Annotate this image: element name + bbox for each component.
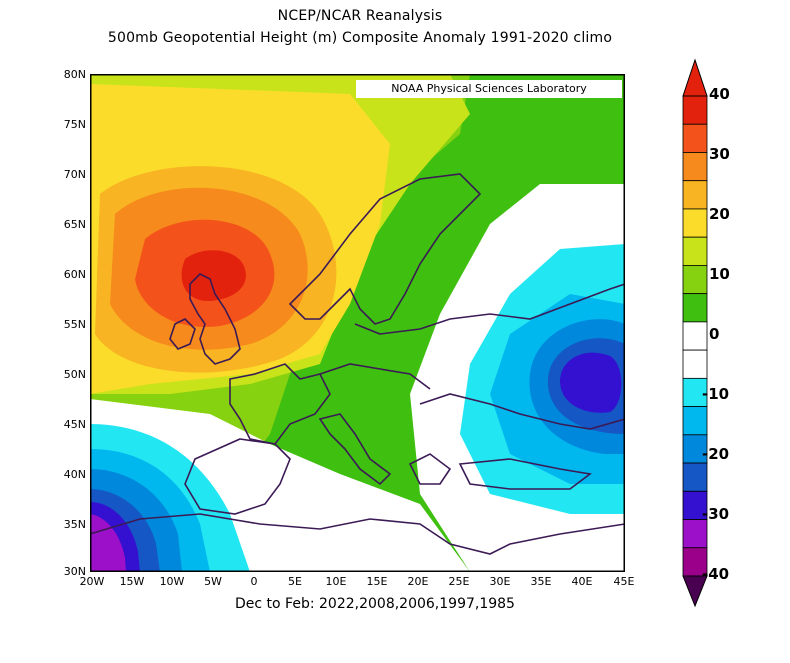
- coastlines: [90, 173, 625, 555]
- contour-neg25-east: [560, 352, 622, 413]
- colorbar-cell: [682, 321, 708, 351]
- colorbar-cell: [682, 519, 708, 549]
- colorbar-cell: [682, 434, 708, 464]
- colorbar-cell: [682, 490, 708, 520]
- central-europe-borders: [319, 363, 431, 390]
- colorbar-cell: [682, 208, 708, 238]
- colorbar-label: 10: [709, 265, 730, 283]
- lon-tick-label: 15E: [366, 575, 388, 588]
- greece-outline: [408, 453, 452, 485]
- lon-tick-label: 25E: [448, 575, 470, 588]
- lon-tick-label: 30E: [489, 575, 511, 588]
- contour-neg30-southwest: [90, 514, 126, 572]
- north-africa-coast: [90, 513, 625, 555]
- lon-tick-label: 45E: [613, 575, 635, 588]
- colorbar-bottom-arrow: [682, 575, 708, 608]
- colorbar-cell: [682, 547, 708, 577]
- lat-tick-label: 55N: [63, 318, 86, 331]
- france-outline: [229, 363, 331, 445]
- credit-label: NOAA Physical Sciences Laboratory: [356, 80, 622, 98]
- colorbar-cell: [682, 95, 708, 125]
- lat-tick-label: 40N: [63, 468, 86, 481]
- chart-title-line2: 500mb Geopotential Height (m) Composite …: [107, 30, 613, 46]
- scandinavia-outline: [288, 173, 482, 325]
- lat-tick-label: 35N: [63, 518, 86, 531]
- colorbar-cells: [682, 95, 708, 577]
- colorbar-cell: [682, 152, 708, 182]
- colorbar-cell: [682, 377, 708, 407]
- lat-tick-label: 70N: [63, 168, 86, 181]
- colorbar-label: 0: [709, 325, 720, 343]
- lat-tick-label: 50N: [63, 368, 86, 381]
- colorbar: [682, 58, 708, 608]
- lon-tick-label: 10E: [325, 575, 347, 588]
- lat-tick-label: 30N: [63, 565, 86, 578]
- lon-tick-label: 15W: [119, 575, 145, 588]
- colorbar-cell: [682, 349, 708, 379]
- lat-tick-label: 60N: [63, 268, 86, 281]
- colorbar-cell: [682, 462, 708, 492]
- turkey-outline: [458, 458, 592, 490]
- lat-tick-label: 75N: [63, 118, 86, 131]
- lon-tick-label: 0: [250, 575, 258, 588]
- great-britain-outline: [189, 273, 241, 365]
- contour-40-plus: [181, 250, 246, 302]
- anomaly-map-svg: [90, 74, 625, 572]
- chart-title-line1: NCEP/NCAR Reanalysis: [277, 8, 443, 24]
- colorbar-cell: [682, 265, 708, 295]
- italy-outline: [318, 413, 392, 486]
- lon-tick-label: 20W: [79, 575, 105, 588]
- colorbar-label: -40: [702, 565, 730, 583]
- black-sea-region-outline: [419, 393, 625, 430]
- eastern-europe-borders: [354, 283, 625, 335]
- colorbar-label: -10: [702, 385, 730, 403]
- lon-tick-label: 20E: [407, 575, 429, 588]
- anomaly-map: [90, 74, 625, 572]
- colorbar-label: 20: [709, 205, 730, 223]
- colorbar-cell: [682, 180, 708, 210]
- iberia-outline: [184, 438, 291, 515]
- map-frame: [90, 74, 625, 572]
- lon-tick-label: 40E: [571, 575, 593, 588]
- lat-tick-label: 65N: [63, 218, 86, 231]
- lon-tick-label: 5W: [204, 575, 222, 588]
- colorbar-cell: [682, 123, 708, 153]
- lat-tick-label: 45N: [63, 418, 86, 431]
- ireland-outline: [169, 318, 196, 350]
- colorbar-top-arrow: [682, 58, 708, 97]
- lon-tick-label: 10W: [159, 575, 185, 588]
- lon-tick-label: 35E: [530, 575, 552, 588]
- date-caption: Dec to Feb: 2022,2008,2006,1997,1985: [235, 596, 515, 612]
- colorbar-label: -20: [702, 445, 730, 463]
- lon-tick-label: 5E: [288, 575, 302, 588]
- lat-tick-label: 80N: [63, 68, 86, 81]
- colorbar-label: 30: [709, 145, 730, 163]
- colorbar-cell: [682, 293, 708, 323]
- anomaly-field: [90, 74, 625, 572]
- colorbar-label: 40: [709, 85, 730, 103]
- colorbar-cell: [682, 406, 708, 436]
- colorbar-label: -30: [702, 505, 730, 523]
- colorbar-cell: [682, 236, 708, 266]
